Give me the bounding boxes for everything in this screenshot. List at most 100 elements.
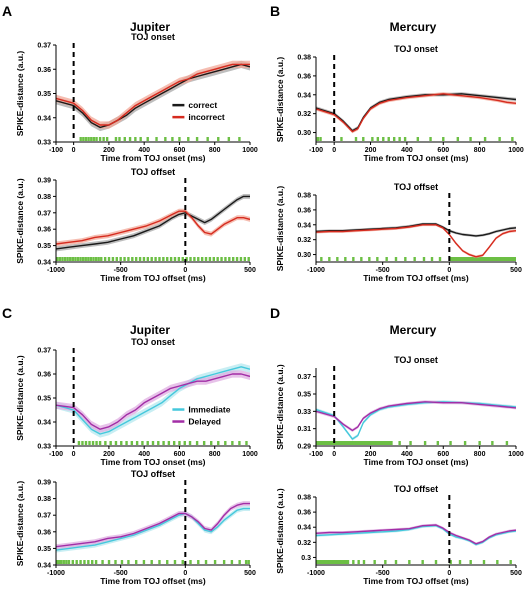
significance-mark <box>141 441 144 445</box>
significance-mark <box>89 257 93 261</box>
significance-mark <box>217 137 220 141</box>
significance-mark <box>342 560 345 564</box>
subplot-title: TOJ onset <box>131 32 175 42</box>
data-layer <box>56 60 250 141</box>
chart-1: Mercury TOJ onset -100 0 200 400 600 800 1000 0.3… <box>275 20 524 163</box>
x-tick-label: 200 <box>365 147 377 154</box>
data-layer <box>56 193 250 261</box>
significance-mark <box>71 560 75 564</box>
significance-mark <box>332 560 336 564</box>
significance-mark <box>486 257 489 261</box>
significance-mark <box>344 560 348 564</box>
significance-mark <box>438 257 442 261</box>
significance-mark <box>362 560 366 564</box>
y-axis-label: SPIKE-distance (a.u.) <box>275 57 285 143</box>
significance-mark <box>320 257 323 261</box>
x-tick-label: 0 <box>332 451 336 458</box>
x-tick-label: 0 <box>332 147 336 154</box>
y-tick-label: 0.38 <box>297 193 311 200</box>
significance-mark <box>146 257 150 261</box>
y-tick-label: 0.35 <box>37 91 51 98</box>
significance-mark <box>100 257 103 261</box>
significance-mark <box>482 560 486 564</box>
significance-mark <box>178 441 181 445</box>
significance-mark <box>61 257 64 261</box>
x-tick-label: 500 <box>510 570 522 577</box>
significance-mark <box>235 257 239 261</box>
series-line-immediate <box>56 366 250 435</box>
significance-mark <box>498 257 501 261</box>
x-tick-label: 500 <box>244 267 256 274</box>
significance-mark <box>97 257 100 261</box>
significance-mark <box>92 137 96 141</box>
significance-mark <box>204 257 208 261</box>
significance-mark <box>475 257 478 261</box>
significance-mark <box>134 560 138 564</box>
significance-mark <box>173 257 177 261</box>
significance-mark <box>346 441 350 445</box>
significance-mark <box>197 560 200 564</box>
y-tick-label: 0.38 <box>297 55 311 62</box>
y-tick-label: 0.35 <box>37 243 51 250</box>
band-immediate <box>316 524 516 546</box>
significance-mark <box>228 257 231 261</box>
y-axis-label: SPIKE-distance (a.u.) <box>15 481 25 567</box>
significance-mark <box>510 257 513 261</box>
x-tick-label: -1000 <box>307 267 325 274</box>
significance-mark <box>482 257 485 261</box>
significance-mark <box>466 257 469 261</box>
significance-mark <box>474 257 477 261</box>
monkey-name: Mercury <box>390 323 437 337</box>
significance-mark <box>162 441 165 445</box>
x-tick-label: -500 <box>114 267 128 274</box>
significance-mark <box>421 560 424 564</box>
subplot-title: TOJ onset <box>394 44 438 54</box>
significance-mark <box>398 441 401 445</box>
significance-mark <box>164 137 167 141</box>
legend-label-immediate: Immediate <box>188 405 230 415</box>
legend: Immediate Delayed <box>172 405 231 427</box>
significance-mark <box>316 441 319 445</box>
x-tick-label: 800 <box>209 147 221 154</box>
significance-mark <box>352 560 355 564</box>
x-tick-label: 500 <box>510 267 522 274</box>
x-tick-label: 0 <box>183 267 187 274</box>
chart-5: Mercury TOJ onset -100 0 200 400 600 800 1000 0.2… <box>275 323 524 467</box>
y-tick-label: 0.39 <box>37 480 51 487</box>
x-tick-label: 600 <box>174 451 186 458</box>
significance-mark <box>87 137 90 141</box>
y-tick-label: 0.37 <box>37 43 51 50</box>
chart-2: TOJ offset -1000 -500 0 500 0.34 0.35 0.36 0.37 0… <box>15 167 256 283</box>
x-tick-label: 600 <box>174 147 186 154</box>
significance-mark <box>423 441 427 445</box>
significance-mark <box>316 560 320 564</box>
significance-mark <box>77 441 81 445</box>
significance-mark <box>511 257 514 261</box>
significance-mark <box>480 257 484 261</box>
significance-mark <box>319 137 322 141</box>
significance-mark <box>496 560 499 564</box>
x-tick-label: -500 <box>376 570 390 577</box>
y-axis-label: SPIKE-distance (a.u.) <box>275 488 285 574</box>
legend-label-correct: correct <box>188 100 217 110</box>
subplot-title: TOJ offset <box>394 484 438 494</box>
significance-mark <box>197 257 200 261</box>
significance-mark <box>157 441 160 445</box>
series-line-incorrect <box>56 63 250 126</box>
significance-mark <box>166 560 169 564</box>
significance-mark <box>464 257 468 261</box>
significance-mark <box>114 137 118 141</box>
significance-mark <box>324 441 328 445</box>
significance-mark <box>83 560 86 564</box>
significance-mark <box>107 257 111 261</box>
significance-mark <box>127 257 130 261</box>
significance-mark <box>382 441 386 445</box>
significance-marks <box>316 441 509 445</box>
significance-mark <box>368 441 371 445</box>
y-tick-label: 0.37 <box>297 374 311 381</box>
significance-mark <box>353 441 357 445</box>
significance-mark <box>123 257 126 261</box>
significance-mark <box>328 257 331 261</box>
significance-mark <box>120 560 124 564</box>
significance-mark <box>322 560 325 564</box>
